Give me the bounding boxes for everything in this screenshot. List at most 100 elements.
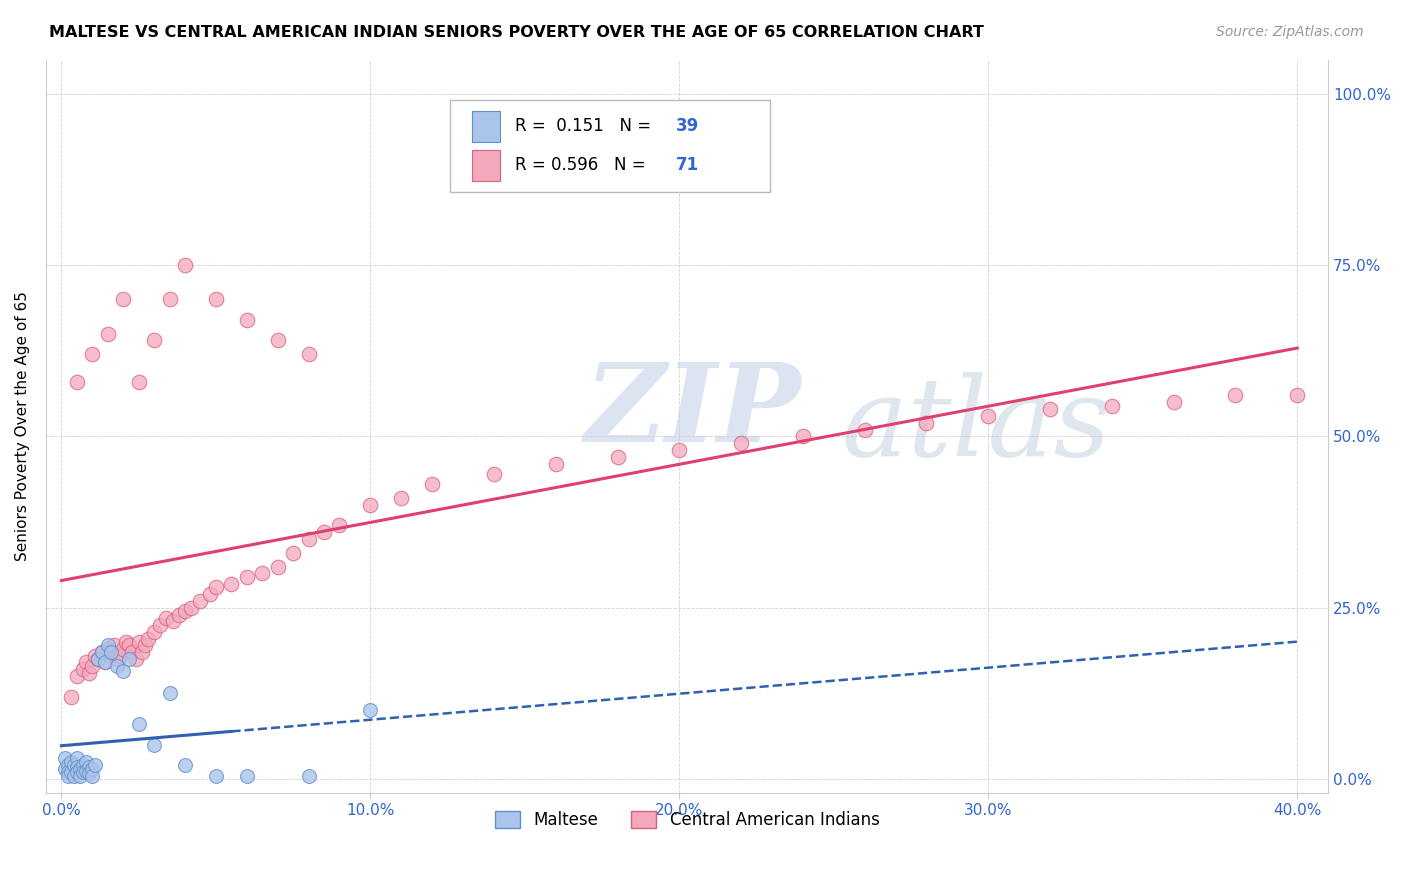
Text: 39: 39 — [675, 117, 699, 135]
FancyBboxPatch shape — [471, 150, 501, 180]
Point — [143, 334, 166, 348]
Point — [121, 645, 143, 659]
Point — [297, 768, 319, 782]
Text: ZIP: ZIP — [585, 358, 801, 466]
Y-axis label: Seniors Poverty Over the Age of 65: Seniors Poverty Over the Age of 65 — [15, 291, 30, 561]
Point — [312, 525, 335, 540]
Point — [87, 652, 110, 666]
Point — [134, 638, 156, 652]
Point — [115, 635, 138, 649]
Point — [167, 607, 190, 622]
Point — [77, 759, 100, 773]
Point — [59, 765, 82, 780]
Point — [482, 467, 505, 481]
Point — [359, 703, 381, 717]
Point — [128, 375, 150, 389]
Point — [159, 686, 181, 700]
Point — [75, 755, 97, 769]
Point — [53, 751, 76, 765]
Point — [180, 600, 202, 615]
Point — [105, 652, 128, 666]
Point — [59, 690, 82, 704]
Point — [267, 559, 290, 574]
Point — [236, 313, 259, 327]
Point — [75, 656, 97, 670]
Point — [62, 758, 84, 772]
Point — [66, 375, 89, 389]
Point — [72, 765, 94, 780]
Point — [730, 436, 752, 450]
FancyBboxPatch shape — [471, 111, 501, 142]
Point — [56, 765, 79, 780]
Point — [77, 766, 100, 780]
Point — [97, 638, 120, 652]
Point — [66, 765, 89, 780]
Point — [82, 762, 104, 776]
Point — [1101, 399, 1123, 413]
Point — [82, 768, 104, 782]
Point — [668, 443, 690, 458]
Point — [108, 648, 131, 663]
Point — [143, 624, 166, 639]
Point — [1039, 402, 1062, 417]
Point — [97, 326, 120, 341]
Point — [977, 409, 1000, 423]
Point — [205, 580, 228, 594]
Point — [66, 759, 89, 773]
Point — [297, 532, 319, 546]
Point — [853, 423, 876, 437]
Point — [69, 762, 91, 776]
Point — [1286, 388, 1309, 402]
Point — [136, 632, 159, 646]
Point — [100, 645, 122, 659]
Point — [143, 738, 166, 752]
Point — [389, 491, 412, 505]
Point — [297, 347, 319, 361]
Point — [155, 611, 177, 625]
Point — [205, 768, 228, 782]
Text: 71: 71 — [675, 156, 699, 174]
Point — [420, 477, 443, 491]
Point — [281, 546, 304, 560]
Point — [112, 293, 135, 307]
Text: R = 0.596   N =: R = 0.596 N = — [515, 156, 651, 174]
Point — [1163, 395, 1185, 409]
Text: atlas: atlas — [841, 372, 1111, 480]
Point — [75, 764, 97, 778]
Point — [190, 594, 212, 608]
Point — [131, 645, 153, 659]
Point — [124, 652, 146, 666]
Point — [66, 669, 89, 683]
Point — [62, 768, 84, 782]
Point — [128, 635, 150, 649]
Point — [198, 587, 221, 601]
Point — [915, 416, 938, 430]
Point — [66, 751, 89, 765]
Legend: Maltese, Central American Indians: Maltese, Central American Indians — [488, 804, 886, 836]
Point — [112, 641, 135, 656]
Point — [252, 566, 274, 581]
Point — [162, 615, 184, 629]
Point — [103, 638, 125, 652]
Point — [328, 518, 350, 533]
Point — [87, 652, 110, 666]
Point — [359, 498, 381, 512]
Point — [118, 652, 141, 666]
Point — [149, 617, 172, 632]
Point — [236, 570, 259, 584]
Point — [112, 664, 135, 678]
Point — [77, 665, 100, 680]
Point — [72, 758, 94, 772]
Point — [606, 450, 628, 464]
Point — [205, 293, 228, 307]
Point — [72, 662, 94, 676]
Point — [56, 768, 79, 782]
Point — [174, 258, 197, 272]
Text: MALTESE VS CENTRAL AMERICAN INDIAN SENIORS POVERTY OVER THE AGE OF 65 CORRELATIO: MALTESE VS CENTRAL AMERICAN INDIAN SENIO… — [49, 25, 984, 40]
Point — [1225, 388, 1247, 402]
Point — [84, 758, 107, 772]
Point — [59, 755, 82, 769]
Point — [93, 656, 115, 670]
Point — [174, 758, 197, 772]
Point — [97, 641, 120, 656]
